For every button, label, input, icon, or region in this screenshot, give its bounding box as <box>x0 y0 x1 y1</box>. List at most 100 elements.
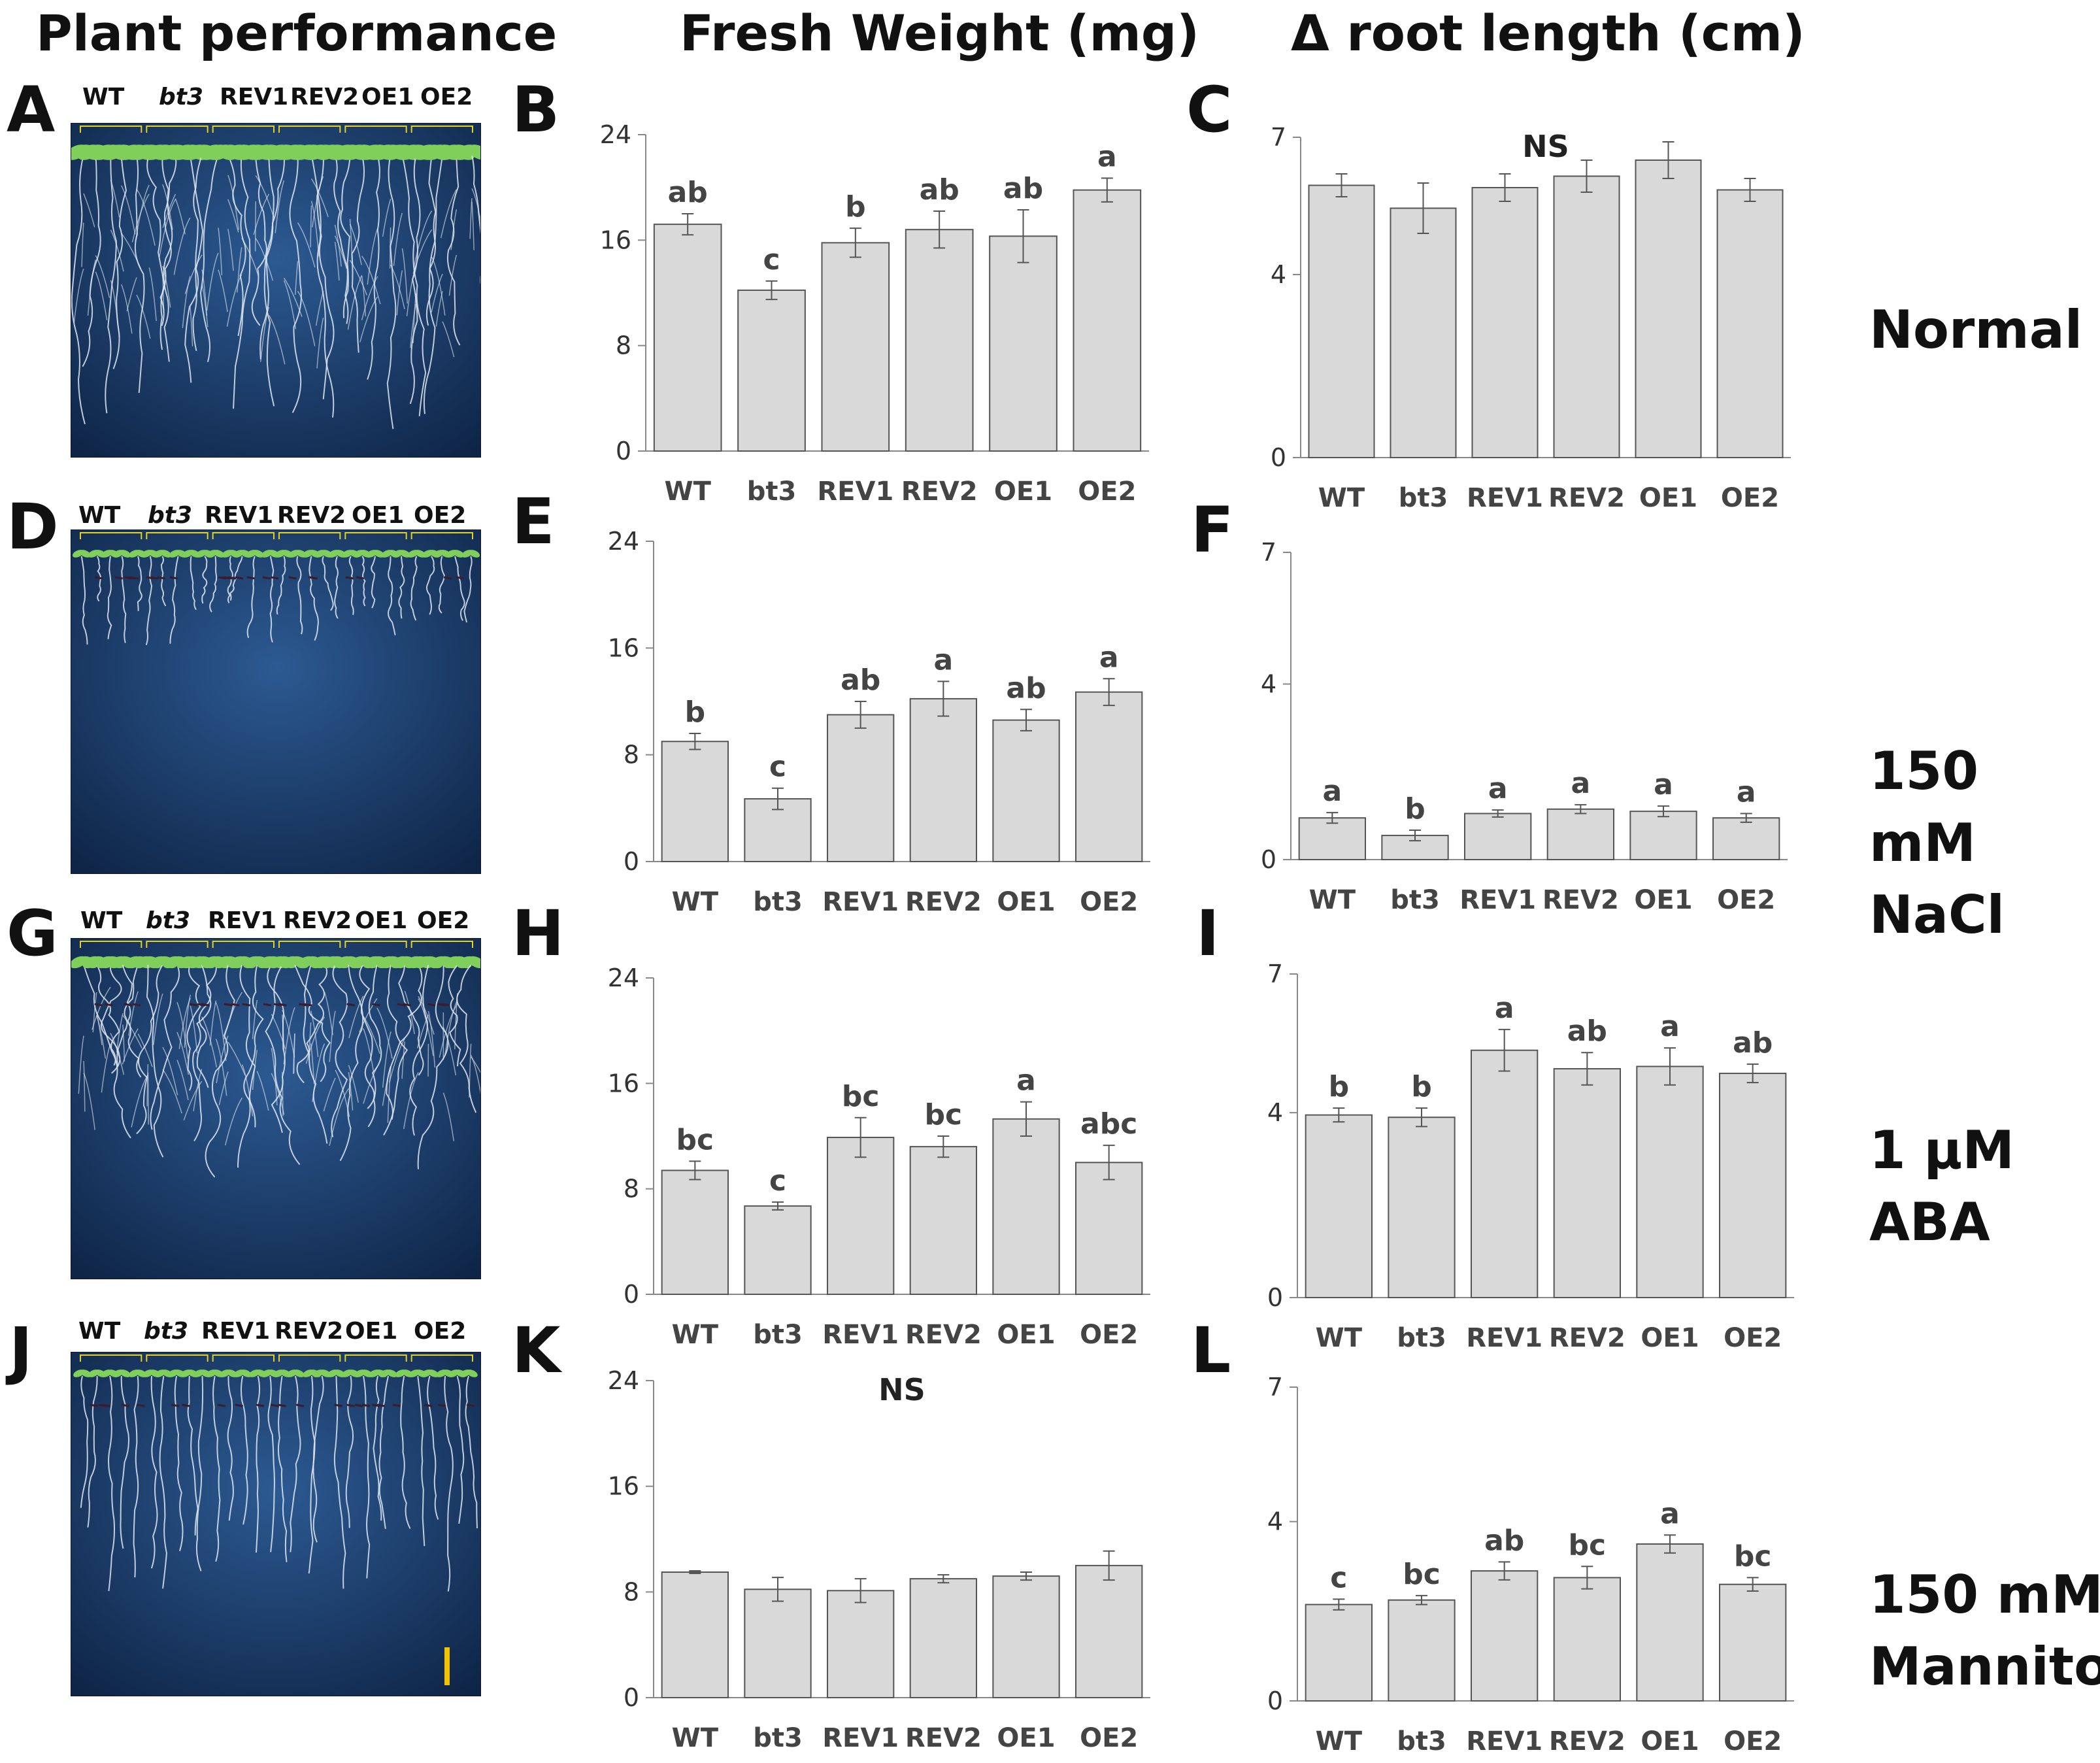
bar <box>1554 1577 1620 1701</box>
genotype-label: REV1 <box>220 84 288 110</box>
root-tip-mark <box>224 1004 232 1005</box>
significance-letter: a <box>933 643 953 677</box>
header-fresh-weight: Fresh Weight (mg) <box>680 4 1199 62</box>
bar <box>1720 1585 1786 1701</box>
condition-line1: 1 µM <box>1869 1115 2014 1186</box>
genotype-label: REV2 <box>283 907 352 934</box>
significance-letter: a <box>1654 768 1673 801</box>
root-tip-mark <box>122 1405 129 1406</box>
significance-letter: bc <box>1569 1528 1607 1562</box>
root-tip-mark <box>95 577 103 579</box>
root-tip-mark <box>137 1405 144 1406</box>
significance-letter: ab <box>1484 1524 1524 1557</box>
y-tick-label: 4 <box>1267 1507 1283 1536</box>
condition-label-aba: 1 µM ABA <box>1869 1115 2014 1258</box>
seedling-photo-aba <box>71 938 481 1279</box>
significance-letter: bc <box>676 1123 714 1156</box>
root-tip-mark <box>304 1004 312 1005</box>
significance-letter: a <box>1488 772 1508 805</box>
significance-letter: bc <box>842 1080 880 1113</box>
y-tick-label: 0 <box>624 1683 639 1712</box>
bar <box>1713 818 1779 860</box>
root-tip-mark <box>444 577 452 579</box>
photo-drawing <box>71 124 481 458</box>
category-label: OE1 <box>997 1723 1055 1753</box>
genotype-label: bt3 <box>159 84 203 110</box>
significance-letter: a <box>1660 1497 1680 1530</box>
y-tick-label: 24 <box>600 120 631 149</box>
bar <box>1306 1605 1372 1701</box>
genotype-label: REV2 <box>275 1318 343 1345</box>
significance-letter: ab <box>1003 172 1043 205</box>
root-tip-mark <box>438 1405 446 1406</box>
root-tip-mark <box>158 577 165 579</box>
bar <box>993 720 1059 862</box>
header-plant-performance: Plant performance <box>36 4 557 62</box>
root-tip-mark <box>393 1405 401 1406</box>
bar <box>1718 190 1783 458</box>
seedling-photo-nacl <box>71 529 481 874</box>
panel-letter-d: D <box>7 490 59 563</box>
significance-letter: c <box>769 1164 786 1198</box>
bar <box>1473 188 1538 458</box>
bar <box>744 1589 810 1698</box>
significance-letter: bc <box>925 1098 963 1132</box>
significance-letter: c <box>1330 1561 1347 1594</box>
genotype-label: OE1 <box>345 1318 397 1345</box>
bar <box>827 1590 893 1698</box>
bar <box>1465 814 1531 860</box>
bar <box>1076 1162 1142 1294</box>
root-tip-mark <box>235 1405 243 1406</box>
category-label: REV2 <box>1549 1726 1625 1756</box>
y-tick-label: 16 <box>608 633 639 662</box>
bar <box>1388 1117 1454 1298</box>
bar <box>1554 176 1620 458</box>
bar <box>990 236 1057 451</box>
agar-plate <box>71 530 481 874</box>
y-tick-label: 7 <box>1271 123 1286 152</box>
y-tick-label: 8 <box>624 1175 639 1203</box>
bar <box>993 1119 1059 1294</box>
y-tick-label: 0 <box>624 847 639 876</box>
root-tip-mark <box>427 1004 435 1005</box>
panel-letter-c: C <box>1186 73 1232 146</box>
bar <box>654 224 722 451</box>
significance-letter: b <box>685 696 706 729</box>
significance-letter: bc <box>1734 1539 1772 1573</box>
root-tip-mark <box>190 1004 197 1005</box>
significance-letter: a <box>1322 775 1342 808</box>
y-tick-label: 16 <box>608 1069 639 1098</box>
photo-drawing <box>71 939 481 1279</box>
root-tip-mark <box>373 1004 380 1005</box>
bar <box>744 1206 810 1294</box>
significance-letter: ab <box>841 663 880 697</box>
genotype-label: REV1 <box>205 502 273 529</box>
scale-bar <box>444 1647 450 1685</box>
significance-letter: a <box>1097 141 1117 174</box>
genotype-label: REV1 <box>201 1318 270 1345</box>
significance-letter: c <box>769 750 786 784</box>
y-tick-label: 24 <box>608 964 639 992</box>
root-tip-mark <box>263 577 271 579</box>
panel-letter-h: H <box>512 897 564 970</box>
root-tip-mark <box>278 1004 286 1005</box>
bar <box>1720 1073 1786 1298</box>
condition-line2: Mannitol <box>1869 1631 2100 1703</box>
root-tip-mark <box>201 1004 209 1005</box>
root-tip-mark <box>171 1405 179 1406</box>
significance-letter: a <box>1495 992 1514 1025</box>
genotype-label: OE2 <box>414 1318 466 1345</box>
panel-letter-a: A <box>7 73 55 146</box>
root-tip-mark <box>424 1405 432 1406</box>
genotype-label: WT <box>80 907 122 934</box>
